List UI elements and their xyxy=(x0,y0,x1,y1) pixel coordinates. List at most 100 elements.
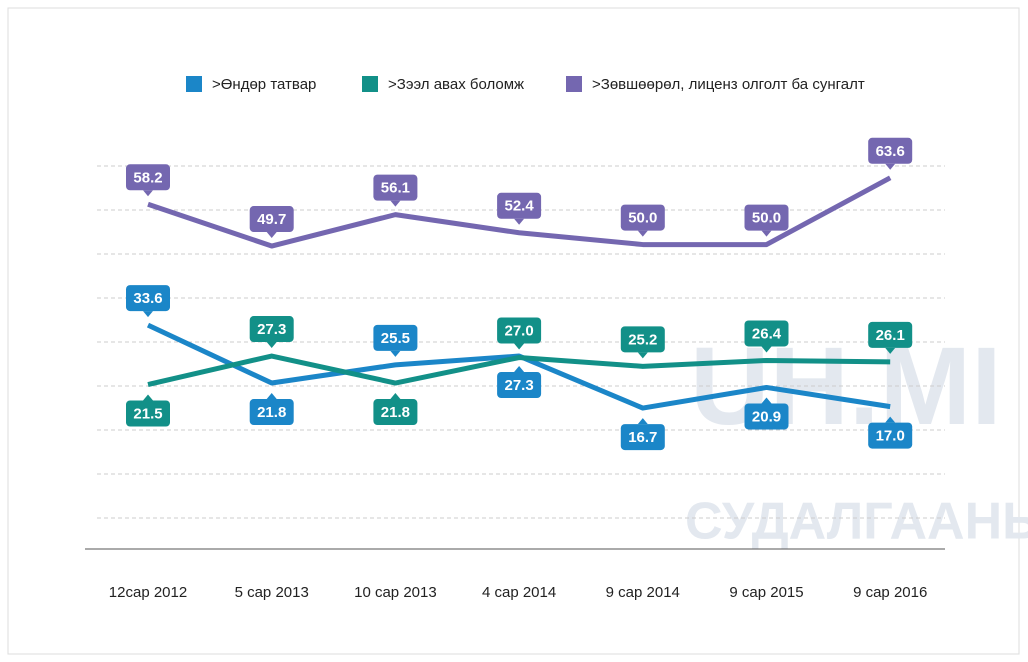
value-callout: 25.2 xyxy=(620,326,665,359)
callout-box xyxy=(373,399,418,426)
frame xyxy=(7,7,1020,655)
value-label: 21.8 xyxy=(257,404,286,421)
callout-box xyxy=(744,403,789,430)
callout-box xyxy=(744,320,789,347)
x-tick-label: 9 сар 2014 xyxy=(606,584,680,601)
value-label: 21.5 xyxy=(133,405,162,422)
value-callout: 27.3 xyxy=(497,366,542,399)
callout-pointer xyxy=(885,163,896,170)
value-label: 25.2 xyxy=(628,331,657,348)
legend-label: >Зээл авах боломж xyxy=(388,76,524,93)
value-label: 27.0 xyxy=(504,322,533,339)
watermark: СУДАЛГААНЫ С xyxy=(685,493,1028,551)
callout-box xyxy=(868,137,913,164)
value-label: 52.4 xyxy=(504,198,534,215)
callout-pointer xyxy=(761,230,772,237)
value-label: 16.7 xyxy=(628,429,657,446)
callout-pointer xyxy=(637,352,648,359)
value-callout: 21.8 xyxy=(249,393,294,426)
value-label: 21.8 xyxy=(381,404,410,421)
legend-label: >Өндөр татвар xyxy=(212,76,316,93)
value-callout: 50.0 xyxy=(744,204,789,237)
callout-pointer xyxy=(390,350,401,357)
callout-box xyxy=(497,317,542,344)
value-callout: 49.7 xyxy=(249,206,294,239)
x-tick-label: 5 сар 2013 xyxy=(235,584,309,601)
x-tick-label: 4 сар 2014 xyxy=(482,584,556,601)
callout-pointer xyxy=(637,418,648,425)
callout-pointer xyxy=(143,190,153,197)
callout-pointer xyxy=(266,393,277,400)
value-callout: 26.1 xyxy=(868,321,913,354)
callout-box xyxy=(744,204,789,231)
callout-pointer xyxy=(390,200,401,207)
callout-pointer xyxy=(514,343,525,350)
value-label: 27.3 xyxy=(257,321,286,338)
callout-pointer xyxy=(885,347,896,354)
value-label: 56.1 xyxy=(381,180,410,197)
x-tick-label: 12сар 2012 xyxy=(109,584,187,601)
value-label: 20.9 xyxy=(752,408,781,425)
value-label: 33.6 xyxy=(133,290,162,307)
legend-label: >Зөвшөөрөл, лиценз олголт ба сунгалт xyxy=(592,76,865,93)
value-callout: 17.0 xyxy=(868,416,913,449)
value-label: 17.0 xyxy=(876,428,905,445)
x-tick-label: 9 сар 2015 xyxy=(729,584,803,601)
callout-pointer xyxy=(761,346,772,353)
callout-box xyxy=(868,422,913,449)
callout-box xyxy=(620,204,665,231)
callout-box xyxy=(249,316,294,343)
callout-pointer xyxy=(514,218,525,225)
value-label: 50.0 xyxy=(752,210,781,227)
callout-box xyxy=(373,324,418,351)
value-callout: 16.7 xyxy=(620,418,665,451)
callout-pointer xyxy=(143,394,153,401)
callout-box xyxy=(373,174,418,201)
x-tick-label: 10 сар 2013 xyxy=(354,584,437,601)
value-callout: 58.2 xyxy=(126,164,170,197)
value-callout: 20.9 xyxy=(744,397,789,430)
value-label: 25.5 xyxy=(381,330,410,347)
callout-box xyxy=(868,321,913,348)
value-callout: 21.5 xyxy=(126,394,170,427)
callout-pointer xyxy=(514,366,525,373)
callout-pointer xyxy=(266,342,277,349)
value-callout: 63.6 xyxy=(868,137,913,170)
value-callout: 21.8 xyxy=(373,393,418,426)
watermark: UH.MI xyxy=(690,325,1002,448)
callout-box xyxy=(620,424,665,451)
value-label: 63.6 xyxy=(876,143,905,160)
callout-pointer xyxy=(143,311,153,318)
value-callout: 56.1 xyxy=(373,174,418,207)
callout-box xyxy=(620,326,665,353)
legend-swatch xyxy=(566,76,582,92)
value-label: 27.3 xyxy=(504,377,533,394)
series-line xyxy=(147,353,891,387)
callout-box xyxy=(249,399,294,426)
callout-box xyxy=(126,400,170,427)
value-label: 26.4 xyxy=(752,325,782,342)
callout-box xyxy=(497,372,542,399)
callout-pointer xyxy=(637,230,648,237)
series-line xyxy=(147,175,892,249)
callout-box xyxy=(249,206,294,233)
legend-swatch xyxy=(362,76,378,92)
value-callout: 50.0 xyxy=(620,204,665,237)
value-callout: 52.4 xyxy=(497,192,542,225)
callout-box xyxy=(497,192,542,219)
value-callout: 27.3 xyxy=(249,316,294,349)
legend-swatch xyxy=(186,76,202,92)
x-tick-label: 9 сар 2016 xyxy=(853,584,927,601)
callout-pointer xyxy=(761,397,772,404)
value-callout: 26.4 xyxy=(744,320,789,353)
value-callout: 25.5 xyxy=(373,324,418,357)
value-callout: 27.0 xyxy=(497,317,542,350)
callout-pointer xyxy=(266,232,277,239)
callout-box xyxy=(126,164,170,191)
value-label: 26.1 xyxy=(876,327,905,344)
value-label: 58.2 xyxy=(133,169,162,186)
value-label: 49.7 xyxy=(257,211,286,228)
callout-pointer xyxy=(885,416,896,423)
value-callout: 33.6 xyxy=(126,285,170,318)
